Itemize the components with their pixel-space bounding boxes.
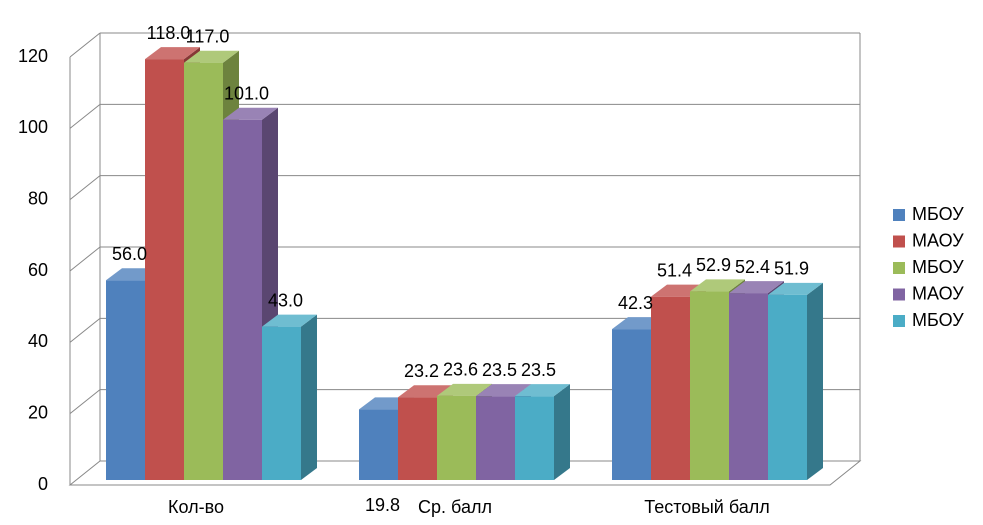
legend-label: МАОУ: [912, 283, 964, 303]
grid-diagonal: [69, 32, 101, 58]
bar: [690, 291, 729, 480]
bar: [359, 409, 398, 480]
data-label: 23.5: [482, 360, 517, 380]
y-tick-label: 80: [28, 188, 48, 208]
data-label: 52.9: [696, 255, 731, 275]
y-tick-label: 60: [28, 260, 48, 280]
y-tick-label: 100: [18, 117, 48, 137]
data-label: 118.0: [147, 23, 191, 43]
x-tick-label: Кол-во: [168, 497, 224, 517]
bar-top: [690, 279, 745, 292]
bar: [729, 293, 768, 480]
bar-side: [807, 282, 823, 480]
bar-top: [262, 314, 317, 327]
data-label: 23.2: [404, 361, 439, 381]
y-tick-label: 20: [28, 402, 48, 422]
grid-diagonal: [69, 317, 101, 343]
data-label: 43.0: [268, 290, 303, 310]
bar-top: [515, 384, 570, 397]
bar: [437, 395, 476, 480]
bar-top: [768, 282, 823, 295]
legend-label: МБОУ: [912, 204, 964, 224]
legend-label: МАОУ: [912, 230, 964, 250]
grid-diagonal: [69, 103, 101, 129]
grid-diagonal: [69, 175, 101, 201]
bar: [106, 280, 145, 480]
bar: [145, 59, 184, 481]
bar-top: [437, 383, 492, 396]
x-tick-label: Ср. балл: [418, 497, 492, 517]
bar-top: [184, 50, 239, 63]
bar: [612, 329, 651, 480]
bar: [515, 396, 554, 480]
data-label: 42.3: [618, 293, 653, 313]
data-label: 19.8: [365, 495, 400, 515]
bar: [184, 62, 223, 480]
legend-label: МБОУ: [912, 257, 964, 277]
grid-diagonal: [69, 246, 101, 272]
bar-top: [729, 281, 784, 294]
bar-side: [554, 384, 570, 480]
bar-side: [301, 314, 317, 480]
bar: [262, 326, 301, 480]
data-label: 117.0: [186, 26, 230, 46]
legend-label: МБОУ: [912, 310, 964, 330]
data-label: 51.4: [657, 260, 692, 280]
data-label: 56.0: [112, 244, 147, 264]
data-label: 52.4: [735, 257, 770, 277]
legend-swatch: [893, 235, 905, 248]
bar: [476, 396, 515, 480]
y-tick-label: 120: [18, 46, 48, 66]
x-tick-label: Тестовый балл: [644, 497, 770, 517]
bar-top: [145, 47, 200, 60]
bar-top: [476, 384, 531, 397]
bar: [223, 119, 262, 481]
data-label: 101.0: [224, 84, 269, 104]
y-tick-label: 0: [38, 474, 48, 494]
bar: [398, 397, 437, 480]
y-tick-label: 40: [28, 331, 48, 351]
legend-swatch: [893, 262, 905, 274]
legend-swatch: [893, 288, 905, 301]
bar: [651, 296, 690, 480]
bar: [768, 294, 807, 480]
grid-diagonal: [69, 389, 101, 415]
data-label: 23.5: [521, 360, 556, 380]
data-label: 23.6: [443, 360, 478, 380]
legend-swatch: [893, 315, 905, 327]
data-label: 51.9: [774, 259, 809, 279]
legend-swatch: [893, 209, 905, 221]
bar-top: [223, 107, 278, 120]
